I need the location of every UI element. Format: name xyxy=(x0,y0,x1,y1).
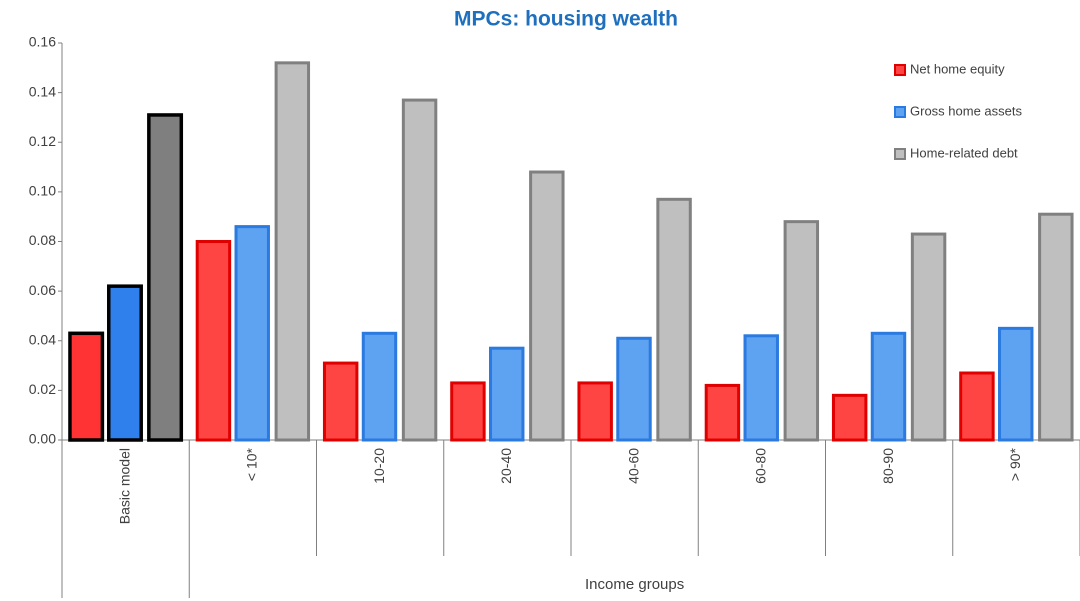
legend-text: Home-related debt xyxy=(910,145,1018,160)
x-tick-label: 80-90 xyxy=(880,448,896,484)
bar xyxy=(870,331,907,442)
x-tick-label: 20-40 xyxy=(498,448,514,484)
y-tick-label: 0.06 xyxy=(29,282,56,298)
y-tick-label: 0.04 xyxy=(29,331,56,347)
bar xyxy=(147,113,184,442)
x-tick-label: 40-60 xyxy=(625,448,641,484)
bar xyxy=(107,284,143,442)
y-tick-label: 0.02 xyxy=(29,381,56,397)
chart-title: MPCs: housing wealth xyxy=(454,8,678,31)
x-group-label: Income groups xyxy=(585,576,684,593)
bar xyxy=(322,361,359,442)
y-tick-label: 0.10 xyxy=(29,183,56,199)
bar xyxy=(195,240,232,442)
x-tick-label: 10-20 xyxy=(371,448,387,484)
bar xyxy=(274,61,311,442)
y-tick-label: 0.14 xyxy=(29,83,56,99)
x-tick-label: > 90* xyxy=(1007,447,1023,481)
bar xyxy=(616,336,652,442)
bar xyxy=(529,170,565,442)
bar xyxy=(743,334,779,442)
bar xyxy=(401,98,438,442)
y-tick-label: 0.16 xyxy=(29,34,56,50)
bar xyxy=(234,225,270,442)
x-tick-label: 60-80 xyxy=(753,448,769,484)
legend-swatch xyxy=(894,106,906,118)
bar xyxy=(1038,212,1074,442)
bar xyxy=(361,331,398,442)
bar xyxy=(998,326,1034,442)
bar xyxy=(959,371,995,442)
bar xyxy=(910,232,947,442)
x-tick-label: Basic model xyxy=(116,448,132,524)
bar xyxy=(783,220,820,442)
bar xyxy=(656,197,692,442)
bar xyxy=(831,393,868,442)
y-tick-label: 0.12 xyxy=(29,133,56,149)
legend-swatch xyxy=(894,148,906,160)
bar xyxy=(489,346,525,442)
bar xyxy=(577,381,613,442)
legend-text: Net home equity xyxy=(910,61,1005,76)
bar xyxy=(68,331,105,442)
bar xyxy=(704,383,741,442)
legend-text: Gross home assets xyxy=(910,103,1022,118)
x-tick-label: < 10* xyxy=(244,447,260,481)
legend-swatch xyxy=(894,64,906,76)
y-tick-label: 0.08 xyxy=(29,232,56,248)
y-tick-label: 0.00 xyxy=(29,431,56,447)
bar xyxy=(450,381,486,442)
